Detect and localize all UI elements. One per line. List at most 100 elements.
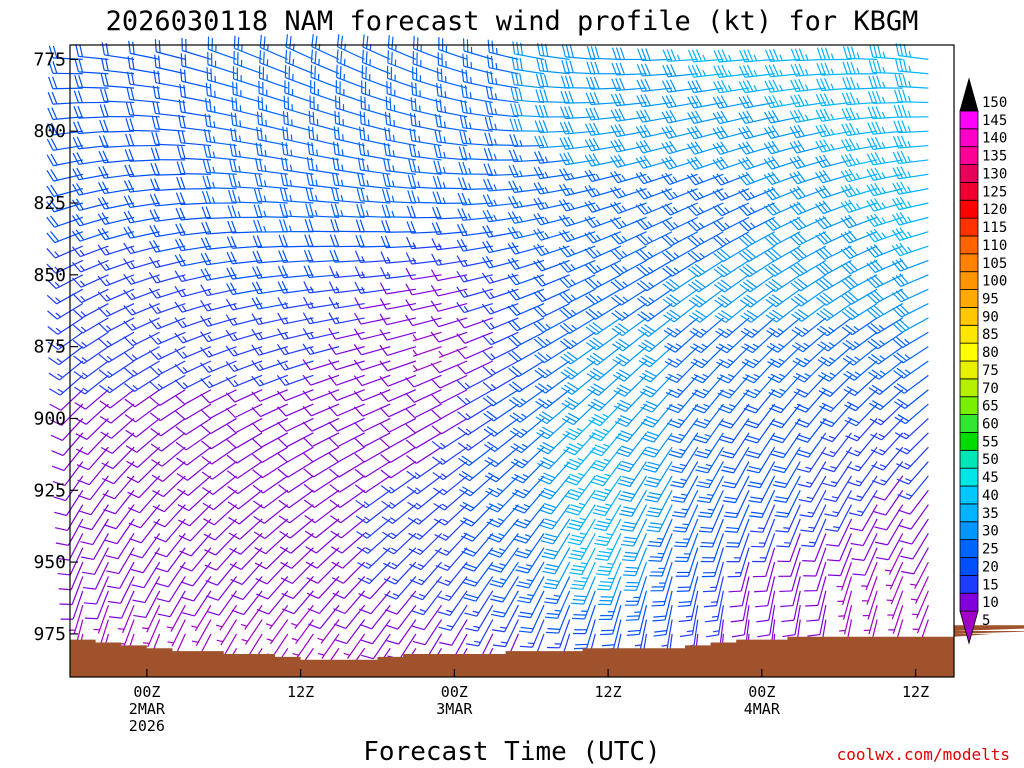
wind-barb bbox=[431, 403, 468, 420]
wind-barb bbox=[302, 327, 340, 340]
wind-barb bbox=[49, 389, 84, 411]
wind-barb bbox=[712, 141, 750, 155]
wind-barb bbox=[302, 389, 340, 402]
wind-barb bbox=[142, 619, 161, 648]
wind-barb bbox=[849, 504, 878, 532]
wind-barb bbox=[380, 446, 417, 464]
wind-barb bbox=[227, 205, 263, 219]
wind-barb bbox=[465, 604, 494, 632]
wind-barb bbox=[360, 619, 391, 645]
wind-barb bbox=[862, 576, 878, 605]
x-axis-label: Forecast Time (UTC) bbox=[363, 737, 660, 767]
wind-barb bbox=[383, 547, 417, 570]
wind-barb bbox=[727, 547, 750, 578]
colorbar-swatch bbox=[959, 128, 979, 148]
wind-barb bbox=[132, 576, 161, 604]
wind-barb bbox=[517, 590, 545, 619]
wind-barb bbox=[123, 195, 160, 209]
wind-barb bbox=[561, 44, 596, 60]
wind-barb bbox=[279, 518, 314, 539]
wind-barb bbox=[123, 331, 160, 347]
wind-barb bbox=[584, 215, 622, 229]
colorbar-label: 120 bbox=[982, 202, 1007, 218]
wind-barb bbox=[690, 346, 724, 369]
wind-barb bbox=[509, 417, 545, 438]
wind-barb bbox=[207, 36, 237, 60]
wind-barb bbox=[408, 518, 442, 540]
wind-barb bbox=[281, 576, 314, 600]
wind-barb bbox=[330, 532, 366, 554]
wind-barb bbox=[328, 432, 365, 448]
wind-barb bbox=[100, 73, 135, 89]
wind-barb bbox=[436, 576, 468, 601]
wind-barb bbox=[174, 389, 212, 405]
wind-barb bbox=[306, 576, 340, 599]
wind-barb bbox=[511, 72, 545, 89]
wind-barb bbox=[305, 532, 340, 554]
colorbar-swatch bbox=[959, 181, 979, 201]
wind-barb bbox=[131, 561, 161, 589]
colorbar-label: 85 bbox=[982, 327, 999, 343]
wind-barb bbox=[584, 169, 622, 183]
wind-barb bbox=[166, 604, 186, 632]
wind-barb bbox=[174, 254, 212, 267]
wind-barb bbox=[567, 518, 596, 546]
wind-barb bbox=[48, 360, 84, 381]
wind-barb bbox=[456, 374, 494, 390]
wind-barb bbox=[123, 317, 160, 331]
wind-barb bbox=[277, 461, 314, 478]
wind-barb bbox=[225, 314, 263, 326]
terrain-fill bbox=[70, 625, 1024, 677]
wind-barb bbox=[764, 231, 801, 247]
wind-barb bbox=[509, 389, 545, 408]
wind-barb bbox=[430, 284, 468, 297]
credit-link[interactable]: coolwx.com/modelts bbox=[837, 745, 1010, 764]
wind-barb bbox=[200, 403, 237, 419]
wind-barb bbox=[361, 65, 391, 89]
wind-barb bbox=[892, 135, 929, 149]
wind-barb bbox=[819, 403, 852, 428]
wind-barb bbox=[612, 331, 647, 352]
wind-barb bbox=[651, 576, 673, 607]
wind-barb bbox=[151, 116, 186, 132]
wind-barb bbox=[667, 418, 699, 444]
wind-barb bbox=[687, 95, 724, 109]
wind-barb bbox=[635, 202, 673, 215]
wind-barb bbox=[412, 619, 443, 646]
wind-barb bbox=[723, 490, 750, 519]
wind-barb bbox=[252, 461, 289, 479]
wind-barb bbox=[405, 252, 442, 265]
wind-barb bbox=[48, 346, 84, 366]
x-tick-label: 12Z bbox=[287, 683, 314, 701]
wind-barb bbox=[764, 216, 801, 232]
wind-barb bbox=[379, 403, 417, 418]
wind-barb bbox=[610, 259, 647, 276]
wind-barb bbox=[841, 138, 878, 152]
wind-barb bbox=[558, 274, 596, 289]
wind-barb bbox=[49, 374, 84, 396]
wind-barb bbox=[891, 273, 929, 287]
wind-barb bbox=[866, 136, 903, 151]
wind-barb bbox=[253, 518, 289, 540]
wind-barb bbox=[101, 461, 135, 485]
wind-barb bbox=[486, 504, 519, 528]
wind-barb bbox=[251, 417, 289, 433]
wind-barb bbox=[558, 245, 596, 258]
wind-barb bbox=[191, 619, 212, 647]
wind-barb bbox=[151, 131, 186, 147]
wind-barb bbox=[384, 111, 417, 132]
wind-barb bbox=[869, 403, 904, 426]
wind-barb bbox=[101, 446, 135, 470]
wind-barb bbox=[200, 300, 237, 312]
wind-barb bbox=[57, 547, 84, 576]
wind-barb bbox=[617, 461, 648, 488]
wind-barb bbox=[624, 576, 648, 606]
wind-barb bbox=[81, 547, 109, 575]
wind-barb bbox=[437, 590, 468, 616]
wind-barb bbox=[572, 604, 596, 635]
wind-barb bbox=[482, 209, 519, 223]
wind-barb bbox=[753, 547, 776, 578]
wind-barb bbox=[768, 374, 801, 399]
wind-barb bbox=[749, 490, 776, 518]
wind-barb bbox=[200, 237, 237, 250]
